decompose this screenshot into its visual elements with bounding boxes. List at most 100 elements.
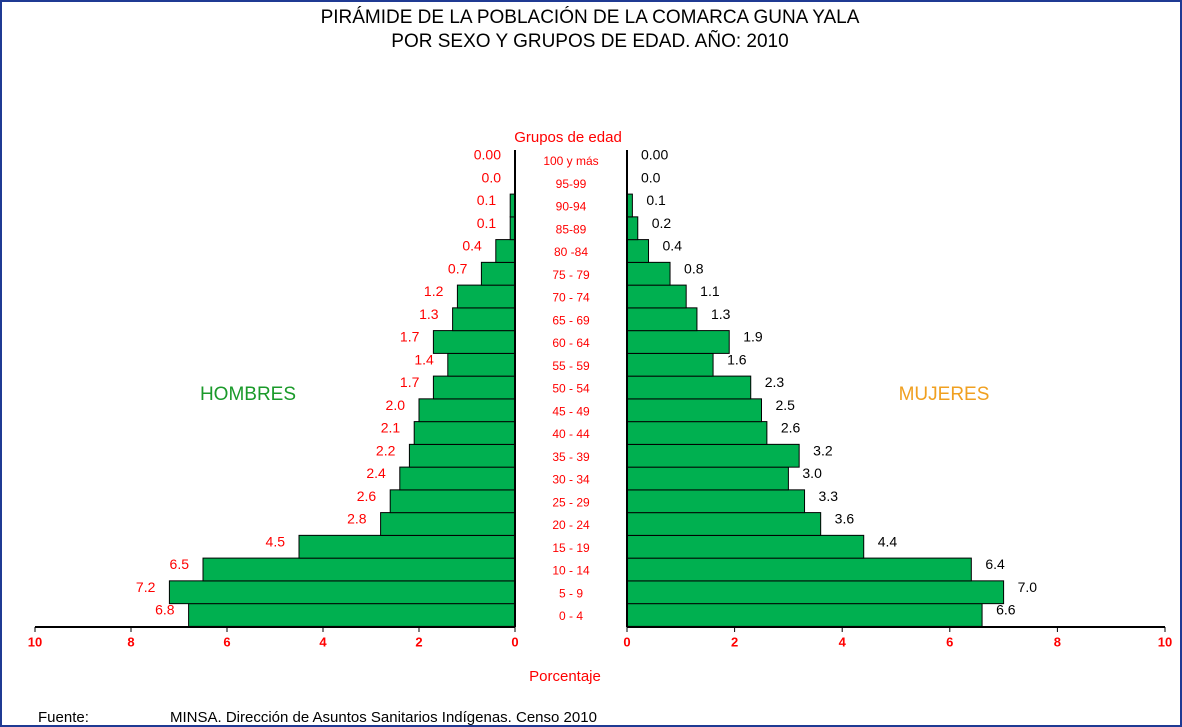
value-label: 6.6 (996, 602, 1016, 618)
x-tick-label: 2 (731, 634, 738, 649)
bar (432, 330, 516, 354)
bar (418, 398, 516, 423)
category-label: 25 - 29 (552, 495, 590, 509)
value-label: 3.3 (819, 488, 839, 504)
value-label: 7.0 (1018, 579, 1038, 595)
x-tick-label: 8 (1054, 634, 1061, 649)
value-label: 2.3 (765, 374, 785, 390)
value-label: 2.8 (347, 511, 367, 527)
value-label: 6.8 (155, 602, 175, 618)
series-name: HOMBRES (200, 384, 296, 405)
bar (380, 512, 516, 536)
series-name: MUJERES (899, 384, 990, 405)
value-label: 1.7 (400, 329, 420, 345)
x-tick-label: 10 (28, 634, 42, 649)
category-label: 60 - 64 (552, 336, 590, 350)
source-label: Fuente: (38, 709, 89, 726)
category-label: 90-94 (556, 200, 587, 214)
bar (626, 352, 714, 377)
bar (626, 512, 822, 536)
bar (626, 284, 687, 309)
value-label: 0.4 (663, 238, 683, 254)
bar (495, 239, 516, 263)
value-label: 0.7 (448, 260, 468, 276)
value-label: 2.5 (776, 397, 796, 413)
bar (413, 421, 516, 445)
value-label: 4.5 (266, 533, 286, 549)
category-label: 35 - 39 (552, 450, 590, 464)
bar (626, 330, 730, 354)
value-label: 0.00 (474, 147, 501, 163)
category-label: 5 - 9 (559, 586, 583, 600)
bar (432, 375, 516, 400)
category-label: 95-99 (556, 177, 587, 191)
x-axis-label: Porcentaje (529, 668, 601, 685)
category-label: 70 - 74 (552, 291, 590, 305)
bar (626, 489, 806, 514)
value-label: 3.0 (802, 465, 822, 481)
category-label: 100 y más (543, 154, 598, 168)
value-label: 2.6 (357, 488, 377, 504)
category-label: 75 - 79 (552, 268, 590, 282)
value-label: 7.2 (136, 579, 156, 595)
bar (480, 261, 516, 286)
value-label: 0.1 (477, 192, 497, 208)
category-label: 55 - 59 (552, 359, 590, 373)
value-label: 2.2 (376, 442, 396, 458)
value-label: 2.1 (381, 420, 401, 436)
category-label: 30 - 34 (552, 473, 590, 487)
bar (389, 489, 516, 514)
value-label: 0.00 (641, 147, 668, 163)
value-label: 0.0 (482, 169, 502, 185)
bar (202, 557, 516, 582)
chart-subtitle: POR SEXO Y GRUPOS DE EDAD. AÑO: 2010 (391, 30, 788, 52)
x-tick-label: 6 (223, 634, 230, 649)
category-title: Grupos de edad (514, 129, 622, 146)
category-label: 10 - 14 (552, 564, 590, 578)
bar (626, 261, 671, 286)
chart-title: PIRÁMIDE DE LA POBLACIÓN DE LA COMARCA G… (321, 6, 860, 28)
value-label: 1.6 (727, 351, 747, 367)
value-label: 1.9 (743, 329, 763, 345)
value-label: 0.1 (477, 215, 497, 231)
bar (188, 603, 516, 627)
x-tick-label: 4 (839, 634, 847, 649)
bar (399, 466, 516, 491)
value-label: 1.7 (400, 374, 420, 390)
bar (626, 603, 983, 627)
value-label: 1.1 (700, 283, 720, 299)
source: MINSA. Dirección de Asuntos Sanitarios I… (170, 709, 597, 726)
x-tick-label: 4 (319, 634, 327, 649)
value-label: 1.4 (414, 351, 434, 367)
value-label: 0.8 (684, 260, 704, 276)
x-tick-label: 0 (511, 634, 518, 649)
bar (626, 239, 650, 263)
x-tick-label: 2 (415, 634, 422, 649)
bar (626, 307, 698, 332)
x-tick-label: 6 (946, 634, 953, 649)
category-label: 15 - 19 (552, 541, 590, 555)
bar (626, 443, 800, 468)
category-label: 65 - 69 (552, 313, 590, 327)
value-label: 6.5 (170, 556, 190, 572)
value-label: 2.6 (781, 420, 801, 436)
value-label: 0.2 (652, 215, 672, 231)
value-label: 3.2 (813, 442, 833, 458)
x-tick-label: 0 (623, 634, 630, 649)
bar (626, 421, 768, 445)
value-label: 2.0 (386, 397, 406, 413)
bar (626, 466, 789, 491)
category-label: 45 - 49 (552, 404, 590, 418)
category-label: 40 - 44 (552, 427, 590, 441)
value-label: 6.4 (985, 556, 1005, 572)
bar (298, 534, 516, 559)
category-label: 50 - 54 (552, 382, 590, 396)
value-label: 1.3 (711, 306, 731, 322)
bar (168, 580, 516, 605)
bar (447, 352, 516, 377)
bar (626, 398, 762, 423)
bar (626, 557, 972, 582)
category-label: 0 - 4 (559, 609, 583, 623)
bar (626, 375, 752, 400)
